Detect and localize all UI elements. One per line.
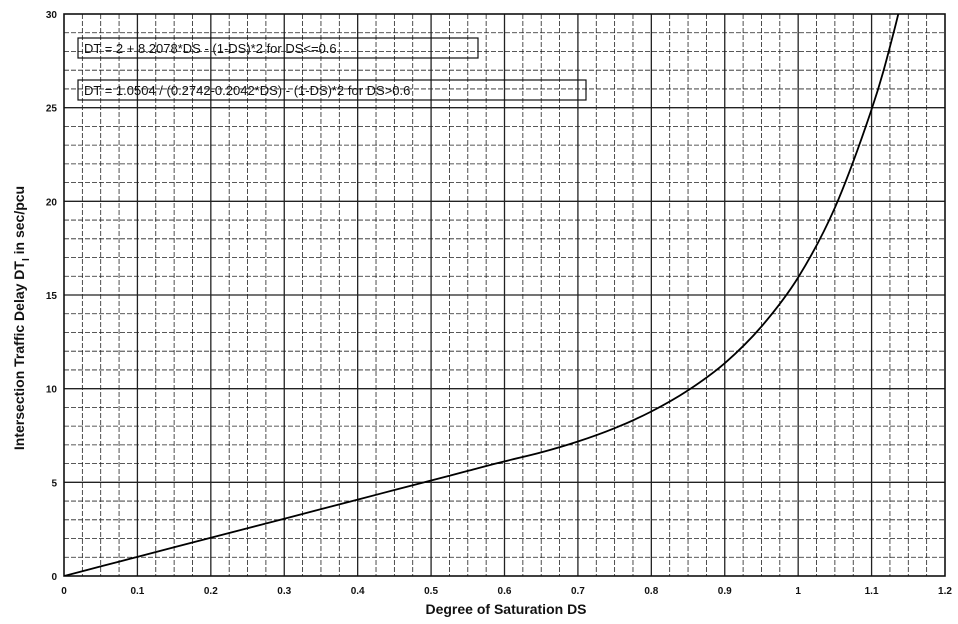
x-tick-label: 1 <box>795 586 801 597</box>
y-tick-label: 5 <box>51 478 57 489</box>
y-tick-label: 25 <box>46 104 58 115</box>
x-tick-label: 0.5 <box>424 586 438 597</box>
x-tick-label: 0.2 <box>204 586 218 597</box>
grid <box>64 14 945 576</box>
axes <box>63 13 946 577</box>
y-tick-label: 20 <box>46 197 58 208</box>
x-tick-label: 0.9 <box>718 586 732 597</box>
x-tick-label: 0.6 <box>498 586 512 597</box>
x-tick-label: 1.1 <box>865 586 879 597</box>
y-axis-title-main: Intersection Traffic Delay DT <box>11 261 27 451</box>
x-axis-title: Degree of Saturation DS <box>425 601 586 617</box>
x-tick-label: 0.7 <box>571 586 585 597</box>
x-tick-label: 0.3 <box>277 586 291 597</box>
y-axis-title-subscript: I <box>21 258 32 261</box>
x-tick-label: 1.2 <box>938 586 952 597</box>
annotation-box-2: DT = 1.0504 / (0.2742-0.2042*DS) - (1-DS… <box>77 79 587 101</box>
annotation-formula-1: DT = 2 + 8.2078*DS - (1-DS)*2 for DS<=0.… <box>84 41 337 56</box>
y-tick-label: 15 <box>46 291 58 302</box>
x-tick-label: 0.1 <box>130 586 144 597</box>
y-tick-labels: 0 5 10 15 20 25 30 <box>46 10 58 583</box>
y-axis-title: Intersection Traffic Delay DTI in sec/pc… <box>11 186 32 450</box>
plot-frame <box>63 13 946 577</box>
y-tick-label: 0 <box>51 572 57 583</box>
y-tick-label: 10 <box>46 385 58 396</box>
y-axis-title-unit: in sec/pcu <box>11 186 27 258</box>
x-tick-label: 0 <box>61 586 67 597</box>
annotation-box-1: DT = 2 + 8.2078*DS - (1-DS)*2 for DS<=0.… <box>77 37 479 59</box>
y-tick-label: 30 <box>46 10 58 21</box>
x-tick-labels: 0 0.1 0.2 0.3 0.4 0.5 0.6 0.7 0.8 0.9 1 1.1 1.2 <box>61 586 952 597</box>
series-group <box>64 14 900 576</box>
delay-curve-line <box>64 14 900 576</box>
x-tick-label: 0.4 <box>351 586 365 597</box>
x-tick-label: 0.8 <box>644 586 658 597</box>
annotation-formula-2: DT = 1.0504 / (0.2742-0.2042*DS) - (1-DS… <box>84 83 410 98</box>
